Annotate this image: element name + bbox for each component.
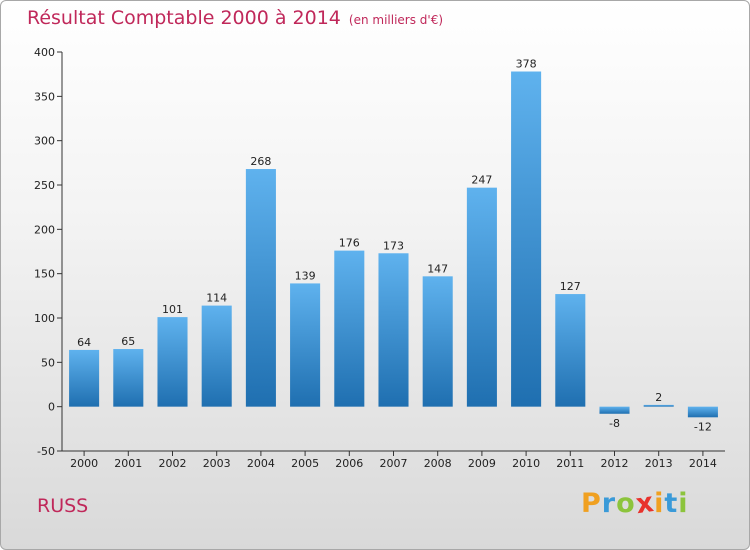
y-tick-label: 300 <box>34 135 55 148</box>
bar-2014 <box>687 406 718 418</box>
bar-2004 <box>245 169 276 407</box>
y-tick-label: 250 <box>34 179 55 192</box>
x-tick-label: 2005 <box>291 457 319 470</box>
x-tick-label: 2010 <box>512 457 540 470</box>
bar-2005 <box>290 283 321 407</box>
x-tick-label: 2014 <box>689 457 717 470</box>
y-tick-label: 100 <box>34 312 55 325</box>
x-tick-label: 2001 <box>114 457 142 470</box>
chart-subtitle: (en milliers d'€) <box>348 13 444 27</box>
bar-2006 <box>334 250 365 407</box>
value-label-2007: 173 <box>383 239 404 252</box>
bar-2003 <box>201 305 232 407</box>
y-tick-label: 0 <box>48 401 55 414</box>
x-tick-label: 2004 <box>247 457 275 470</box>
logo-letter: r <box>601 488 617 519</box>
y-tick-label: 50 <box>41 356 55 369</box>
x-tick-label: 2003 <box>203 457 231 470</box>
logo-letter: o <box>616 488 636 519</box>
x-tick-label: 2011 <box>556 457 584 470</box>
value-label-2002: 101 <box>162 303 183 316</box>
value-label-2011: 127 <box>560 280 581 293</box>
chart-title: Résultat Comptable 2000 à 2014 (en millie… <box>27 7 443 29</box>
bar-2010 <box>511 71 542 407</box>
x-tick-label: 2002 <box>159 457 187 470</box>
x-tick-label: 2008 <box>424 457 452 470</box>
value-label-2003: 114 <box>206 292 227 305</box>
proxiti-logo: Proxiti <box>581 486 689 521</box>
value-label-2005: 139 <box>295 269 316 282</box>
bar-2011 <box>555 294 586 407</box>
x-tick-label: 2009 <box>468 457 496 470</box>
x-tick-label: 2013 <box>645 457 673 470</box>
value-label-2001: 65 <box>121 335 135 348</box>
y-tick-label: 150 <box>34 268 55 281</box>
logo-letter: i <box>654 488 665 519</box>
value-labels: 64 65 101 114 268 139 176 173 147 247 378 127 -8 2 -12 <box>77 58 712 434</box>
chart-title-text: Résultat Comptable 2000 à 2014 <box>27 7 341 29</box>
bar-2008 <box>422 276 453 407</box>
bar-2013 <box>643 404 674 407</box>
value-label-2012: -8 <box>609 417 620 430</box>
bar-2007 <box>378 253 409 407</box>
x-tick-label: 2012 <box>601 457 629 470</box>
logo-letter: x <box>633 486 657 521</box>
y-tick-label: 400 <box>34 46 55 59</box>
value-label-2006: 176 <box>339 237 360 250</box>
bar-2000 <box>69 349 100 407</box>
logo-letter: i <box>678 488 689 519</box>
logo-letter: t <box>664 488 679 519</box>
bar-2001 <box>113 349 144 407</box>
logo-letter: P <box>581 488 602 519</box>
value-label-2004: 268 <box>250 155 271 168</box>
bar-2012 <box>599 406 630 414</box>
value-label-2000: 64 <box>77 336 91 349</box>
y-tick-label: 350 <box>34 90 55 103</box>
y-tick-label: 200 <box>34 223 55 236</box>
value-label-2009: 247 <box>471 174 492 187</box>
entity-name: RUSS <box>37 495 89 517</box>
y-tick-label: -50 <box>37 445 55 458</box>
y-axis: -50 0 50 100 150 200 250 300 350 400 <box>34 46 63 458</box>
bar-2009 <box>466 187 497 407</box>
x-tick-label: 2000 <box>70 457 98 470</box>
x-tick-label: 2007 <box>380 457 408 470</box>
value-label-2014: -12 <box>694 420 712 433</box>
bars <box>69 71 718 418</box>
value-label-2008: 147 <box>427 262 448 275</box>
value-label-2013: 2 <box>655 391 662 404</box>
bar-2002 <box>157 317 188 407</box>
value-label-2010: 378 <box>516 58 537 71</box>
x-axis: 2000 2001 2002 2003 2004 2005 2006 2007 2008 2009… <box>62 450 725 470</box>
x-tick-label: 2006 <box>335 457 363 470</box>
